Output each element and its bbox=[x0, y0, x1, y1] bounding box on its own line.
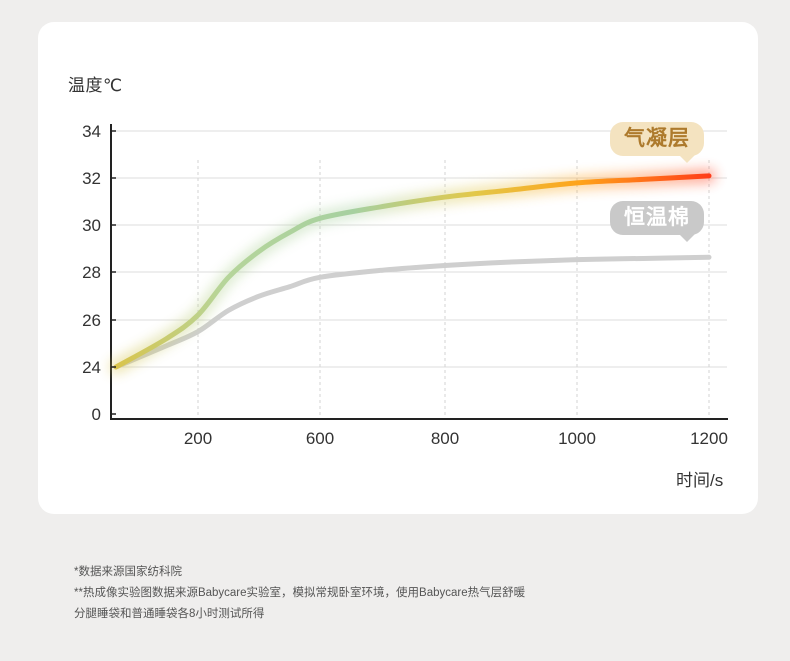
series-line-aerogel bbox=[113, 173, 712, 370]
x-tick-label: 200 bbox=[184, 429, 212, 448]
legend-tag-aerogel: 气凝层 bbox=[610, 122, 704, 163]
y-tick-label: 26 bbox=[82, 311, 101, 330]
legend-tag-cotton: 恒温棉 bbox=[610, 201, 704, 242]
series-line-cotton bbox=[113, 254, 712, 370]
footnotes: *数据来源国家纺科院 **热成像实验图数据来源Babycare实验室，模拟常规卧… bbox=[74, 562, 525, 625]
x-axis-label: 时间/s bbox=[676, 471, 724, 490]
y-tick-label: 0 bbox=[92, 405, 101, 424]
y-tick-label: 34 bbox=[82, 122, 101, 141]
footnote-3: 分腿睡袋和普通睡袋各8小时测试所得 bbox=[74, 608, 265, 620]
y-axis-label: 温度℃ bbox=[68, 76, 123, 95]
y-tick-label: 24 bbox=[82, 358, 101, 377]
y-tick-label: 30 bbox=[82, 216, 101, 235]
footnote-2: **热成像实验图数据来源Babycare实验室，模拟常规卧室环境，使用Babyc… bbox=[74, 587, 526, 599]
y-tick-label: 28 bbox=[82, 263, 101, 282]
x-tick-label: 600 bbox=[306, 429, 334, 448]
y-tick-label: 32 bbox=[82, 169, 101, 188]
x-tick-label: 800 bbox=[431, 429, 459, 448]
x-tick-label: 1200 bbox=[690, 429, 728, 448]
footnote-1: *数据来源国家纺科院 bbox=[74, 566, 182, 578]
x-tick-label: 1000 bbox=[558, 429, 596, 448]
